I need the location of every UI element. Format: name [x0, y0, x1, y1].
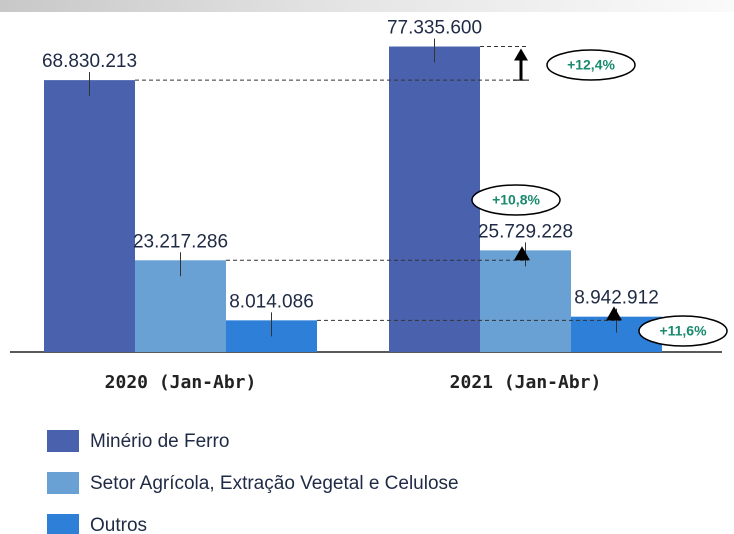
value-label: 68.830.213 [42, 51, 137, 72]
annotation-oval [471, 184, 561, 216]
arrow-head [606, 306, 622, 321]
legend-label: Minério de Ferro [90, 431, 229, 452]
annotation: +10,8% [492, 192, 540, 208]
x-tick-label: 2021 (Jan-Abr) [450, 372, 602, 393]
annotation-oval [546, 49, 636, 81]
arrow-head [514, 48, 528, 61]
value-label: 8.014.086 [229, 291, 314, 312]
header-band [0, 0, 734, 12]
x-tick-label: 2020 (Jan-Abr) [105, 372, 257, 393]
value-label: 8.942.912 [574, 288, 659, 309]
value-label: 25.729.228 [478, 221, 573, 242]
legend-label: Setor Agrícola, Extração Vegetal e Celul… [90, 473, 459, 494]
legend-swatch [47, 472, 79, 494]
value-label: 77.335.600 [387, 18, 482, 39]
annotation: +12,4% [567, 57, 615, 73]
legend-swatch [47, 430, 79, 452]
value-label: 23.217.286 [133, 231, 228, 252]
annotation: +11,6% [659, 323, 707, 339]
bar [480, 250, 571, 352]
bar [389, 46, 480, 352]
arrow-head [514, 246, 530, 261]
bar [44, 80, 135, 352]
legend-swatch [47, 514, 79, 534]
annotation-oval [638, 315, 728, 347]
legend-label: Outros [90, 515, 147, 534]
